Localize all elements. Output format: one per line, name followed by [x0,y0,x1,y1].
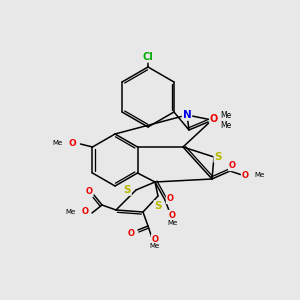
Text: O: O [229,161,236,170]
Text: Me: Me [220,121,231,130]
Text: Me: Me [66,209,76,215]
Text: Me: Me [52,140,62,146]
Text: O: O [167,194,173,203]
Text: S: S [214,152,222,162]
Text: S: S [124,185,131,195]
Text: S: S [154,201,162,211]
Text: O: O [82,208,89,217]
Text: Cl: Cl [142,52,153,62]
Text: Me: Me [220,110,231,119]
Text: Me: Me [254,172,264,178]
Text: Me: Me [150,243,160,249]
Text: N: N [183,110,191,120]
Text: O: O [210,114,218,124]
Text: O: O [242,170,248,179]
Text: O: O [152,235,158,244]
Text: Me: Me [167,220,177,226]
Text: O: O [169,211,176,220]
Text: O: O [85,188,92,196]
Text: O: O [69,139,76,148]
Text: O: O [128,230,135,238]
